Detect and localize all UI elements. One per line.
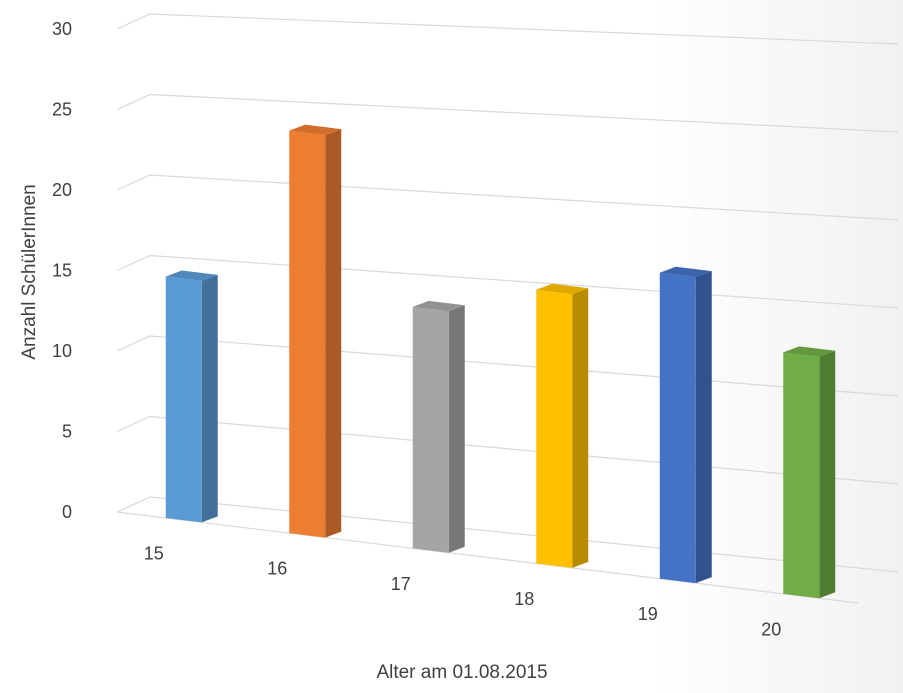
y-tick-label: 10: [52, 341, 72, 361]
bar-side-face: [819, 350, 836, 599]
gridline: [116, 335, 899, 397]
gridline: [116, 93, 899, 133]
x-axis-title: Alter am 01.08.2015: [376, 662, 547, 683]
gridlines: [116, 13, 899, 604]
y-tick-label: 20: [52, 180, 72, 200]
bar-19: [659, 266, 712, 584]
gridline: [116, 254, 899, 309]
bar-side-face: [695, 271, 712, 584]
gridline: [116, 415, 899, 485]
bar-top-face: [783, 346, 836, 357]
y-tick-label: 5: [62, 422, 72, 442]
bar-18: [536, 283, 589, 568]
y-tick-label: 15: [52, 261, 72, 281]
bar-side-face: [572, 288, 589, 568]
bar-17: [412, 300, 465, 553]
y-axis-ticks: 0 5 10 15 20 25 30: [52, 19, 72, 522]
floor-front-edge: [116, 511, 859, 604]
bar-front-face: [659, 272, 696, 584]
bar-side-face: [325, 129, 342, 538]
bar-16: [289, 124, 342, 538]
y-tick-label: 30: [52, 19, 72, 39]
bar-top-face: [659, 266, 712, 278]
bar-20: [783, 346, 836, 599]
bar-top-face: [165, 270, 218, 281]
bar-15: [165, 270, 218, 523]
bar-top-face: [289, 124, 342, 136]
x-axis-ticks: 15 16 17 18 19 20: [144, 544, 782, 640]
bar-front-face: [412, 306, 449, 553]
bar-front-face: [536, 289, 573, 568]
bar-side-face: [201, 274, 218, 523]
bar-front-face: [783, 352, 820, 599]
gridline: [116, 496, 899, 573]
bar-front-face: [289, 130, 326, 538]
bar-side-face: [448, 305, 465, 553]
x-tick-label: 20: [761, 619, 781, 639]
bar-top-face: [412, 300, 465, 312]
x-tick-label: 18: [514, 589, 534, 609]
gridline: [116, 13, 899, 45]
x-tick-label: 15: [144, 544, 164, 564]
bar-front-face: [165, 276, 202, 523]
y-tick-label: 25: [52, 100, 72, 120]
x-tick-label: 16: [267, 559, 287, 579]
y-tick-label: 0: [62, 502, 72, 522]
bar-top-face: [536, 283, 589, 295]
x-tick-label: 17: [391, 574, 411, 594]
bars: [165, 124, 836, 599]
y-axis-title: Anzahl SchülerInnen: [19, 184, 40, 359]
x-tick-label: 19: [638, 604, 658, 624]
gridline: [116, 174, 899, 221]
